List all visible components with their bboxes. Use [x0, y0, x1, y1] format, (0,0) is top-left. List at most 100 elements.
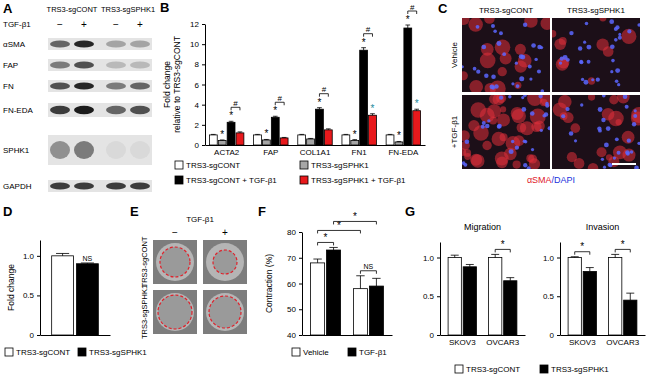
protein-label: GAPDH — [3, 182, 32, 191]
bar — [324, 130, 332, 145]
error-bar — [626, 293, 634, 300]
nucleus — [523, 22, 527, 26]
legend: TRS3-sgCONTTRS3-sgSPHK1 — [455, 365, 609, 374]
gel-outline — [158, 295, 192, 329]
y-tick-label: 1.0 — [23, 252, 35, 261]
error-bar — [326, 129, 331, 130]
x-axis-line — [441, 335, 526, 336]
y-tick: 1.0 — [23, 252, 40, 261]
column-label: TRS3-sgCONT — [479, 6, 533, 15]
cell-stain — [613, 145, 627, 159]
y-axis-line — [40, 241, 41, 336]
plot-area — [209, 25, 420, 145]
nucleus — [637, 142, 640, 145]
nucleus — [614, 38, 618, 42]
nucleus — [559, 61, 562, 64]
nucleus — [545, 104, 549, 108]
bar — [262, 140, 270, 145]
significance-label: NS — [83, 255, 93, 262]
significance-label: NS — [364, 263, 374, 270]
nucleus — [540, 89, 544, 92]
error-bar — [372, 278, 380, 286]
nucleus — [601, 158, 604, 161]
error-bar — [273, 116, 278, 117]
blot-band — [50, 106, 70, 114]
cell-stain — [540, 18, 550, 30]
cell-stain — [558, 57, 570, 69]
blot-band — [106, 40, 126, 47]
stain-label: /DAPI — [552, 175, 576, 185]
x-tick-label: FAP — [263, 148, 278, 157]
blot-band — [74, 82, 94, 89]
lane-sign: − — [113, 19, 119, 30]
y-tick-mark — [202, 85, 205, 86]
blot-band — [74, 40, 94, 47]
nucleus — [548, 126, 550, 130]
chart-title: Invasion — [586, 222, 620, 232]
significance-label: * — [397, 130, 401, 141]
x-tick: FN1 — [352, 148, 368, 157]
x-tick-label: SKOV3 — [569, 338, 596, 347]
nucleus — [531, 148, 534, 151]
micrograph-panel: CTRS3-sgCONTTRS3-sgSPHK1Vehicle+TGF-β1αS… — [438, 1, 647, 185]
treatment-label: TGF-β1 — [186, 215, 214, 224]
nucleus — [586, 45, 591, 50]
nucleus — [585, 22, 589, 26]
y-axis-title: Fold change — [6, 264, 16, 311]
blot-band — [74, 141, 94, 159]
nucleus — [579, 60, 583, 64]
significance-label: * — [353, 211, 357, 222]
nucleus — [623, 95, 628, 99]
nucleus — [523, 140, 527, 144]
nucleus — [609, 163, 613, 167]
cell-stain — [558, 95, 572, 108]
error-bar — [414, 109, 419, 111]
x-tick-label: ACTA2 — [214, 148, 240, 157]
cell-stain — [574, 158, 585, 169]
significance-label: * — [317, 97, 321, 108]
annotations: ***********##### — [220, 3, 418, 142]
blot-band — [130, 141, 150, 159]
nucleus — [511, 82, 514, 85]
significance-label: * — [220, 129, 224, 140]
nucleus — [603, 166, 606, 169]
blot-band — [50, 82, 70, 89]
nucleus — [604, 142, 609, 147]
lane-sign: + — [137, 19, 143, 30]
nucleus — [521, 96, 524, 99]
legend-label: TRS3-sgCONT — [466, 365, 520, 374]
nucleus — [497, 124, 502, 129]
bar — [413, 111, 421, 145]
x-tick-label: OVCAR3 — [606, 338, 639, 347]
bar — [463, 267, 476, 335]
blot-band — [74, 182, 94, 189]
x-tick-label: SKOV3 — [449, 338, 476, 347]
nucleus — [496, 41, 501, 46]
y-tick-mark — [557, 258, 560, 259]
error-bar — [356, 276, 364, 289]
cell-stain — [517, 123, 527, 133]
cell-stain — [496, 95, 506, 103]
scale-bar — [612, 163, 636, 165]
nucleus — [626, 152, 630, 156]
panel-letter: E — [130, 204, 139, 219]
cell-stain — [631, 112, 640, 126]
error-bar — [451, 255, 459, 257]
nucleus — [627, 138, 631, 142]
legend-swatch — [292, 348, 300, 356]
x-tick: SKOV3 — [569, 338, 596, 347]
nucleus — [531, 43, 536, 48]
y-tick-mark — [299, 284, 302, 285]
nucleus — [613, 156, 616, 159]
bar — [342, 135, 350, 145]
bar — [583, 271, 596, 335]
nucleus — [509, 149, 514, 154]
y-tick-label: 0.5 — [423, 292, 435, 301]
cell-stain — [588, 77, 595, 84]
error-bar — [506, 278, 514, 281]
nucleus — [497, 125, 501, 129]
nucleus — [516, 84, 520, 88]
legend-swatch — [5, 348, 13, 356]
error-bar — [238, 132, 243, 133]
nucleus — [489, 84, 494, 89]
